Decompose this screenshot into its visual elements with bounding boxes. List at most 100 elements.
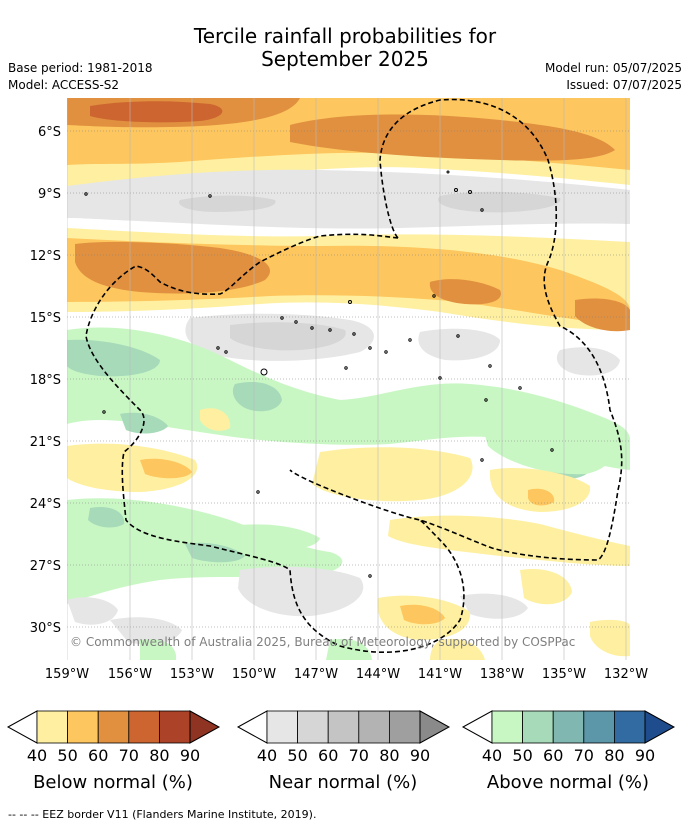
colorbar-segment bbox=[358, 710, 390, 744]
near-normal-area bbox=[179, 195, 276, 212]
below-normal-area bbox=[388, 515, 630, 566]
map-gridlines bbox=[67, 130, 630, 628]
map-panel: © Commonwealth of Australia 2025, Bureau… bbox=[67, 98, 630, 660]
lat-label: 27°S bbox=[30, 559, 61, 574]
latitude-labels: 6°S 9°S 12°S 15°S 18°S 21°S 24°S 27°S 30… bbox=[30, 125, 61, 636]
colorbar-tick: 80 bbox=[604, 746, 624, 765]
colorbar-min-triangle bbox=[461, 710, 493, 744]
below-normal-area bbox=[575, 298, 630, 332]
copyright-text: © Commonwealth of Australia 2025, Bureau… bbox=[70, 635, 575, 649]
colorbar-tick: 50 bbox=[512, 746, 532, 765]
colorbar-title: Near normal (%) bbox=[269, 772, 418, 793]
colorbar-segment bbox=[388, 710, 421, 744]
above-normal-colorbar: 40 50 60 70 80 90 Above normal (%) bbox=[461, 710, 676, 793]
colorbar-segment bbox=[36, 710, 69, 744]
colorbar-segment bbox=[128, 710, 160, 744]
colorbar-tick: 90 bbox=[635, 746, 655, 765]
near-normal-area bbox=[460, 593, 528, 619]
colorbar-max-triangle bbox=[644, 710, 676, 744]
colorbar-segment bbox=[491, 710, 524, 744]
colorbar-tick: 40 bbox=[257, 746, 277, 765]
colorbar-tick: 70 bbox=[349, 746, 369, 765]
lat-label: 30°S bbox=[30, 621, 61, 636]
lat-label: 21°S bbox=[30, 435, 61, 450]
above-normal-area bbox=[140, 638, 177, 660]
colorbar-max-triangle bbox=[419, 710, 451, 744]
above-normal-area bbox=[232, 381, 282, 412]
lon-label: 150°W bbox=[232, 667, 276, 682]
lat-label: 15°S bbox=[30, 311, 61, 326]
map-title-line2: September 2025 bbox=[261, 47, 429, 71]
colorbar-segment bbox=[266, 710, 299, 744]
colorbar-min-triangle bbox=[6, 710, 38, 744]
below-normal-area bbox=[140, 458, 192, 479]
above-normal-area bbox=[480, 416, 614, 475]
colorbar-tick: 70 bbox=[574, 746, 594, 765]
colorbar-tick: 60 bbox=[88, 746, 108, 765]
below-normal-area bbox=[520, 568, 572, 605]
below-normal-area bbox=[67, 443, 198, 492]
near-normal-area bbox=[556, 347, 620, 376]
colorbar-tick: 80 bbox=[149, 746, 169, 765]
lat-label: 6°S bbox=[38, 125, 61, 140]
near-normal-area bbox=[418, 328, 500, 361]
colorbar-segment bbox=[327, 710, 360, 744]
near-normal-colorbar: 40 50 60 70 80 90 Near normal (%) bbox=[236, 710, 451, 793]
eez-border bbox=[85, 98, 623, 653]
colorbar-max-triangle bbox=[189, 710, 221, 744]
lon-label: 144°W bbox=[356, 667, 400, 682]
below-normal-area bbox=[200, 408, 231, 431]
lat-label: 18°S bbox=[30, 373, 61, 388]
lon-label: 132°W bbox=[604, 667, 648, 682]
colorbar-tick: 60 bbox=[543, 746, 563, 765]
below-normal-area bbox=[400, 604, 445, 625]
lon-label: 156°W bbox=[108, 667, 152, 682]
colorbar-segment bbox=[522, 710, 554, 744]
below-normal-area bbox=[312, 447, 473, 502]
map-title-line1: Tercile rainfall probabilities for bbox=[193, 24, 497, 48]
near-normal-area bbox=[67, 597, 118, 625]
lon-label: 153°W bbox=[170, 667, 214, 682]
colorbar-tick: 70 bbox=[119, 746, 139, 765]
below-normal-area bbox=[290, 114, 615, 161]
model-text: Model: ACCESS-S2 bbox=[8, 78, 120, 92]
below-normal-area bbox=[90, 101, 223, 123]
islands bbox=[84, 170, 554, 578]
below-normal-area bbox=[528, 488, 555, 506]
issued-text: Issued: 07/07/2025 bbox=[566, 78, 682, 92]
above-normal-area bbox=[185, 542, 245, 563]
colorbar-tick: 50 bbox=[57, 746, 77, 765]
colorbar-tick: 90 bbox=[180, 746, 200, 765]
near-normal-area bbox=[67, 169, 630, 229]
below-normal-area bbox=[429, 279, 501, 305]
lat-label: 24°S bbox=[30, 497, 61, 512]
colorbar-tick: 40 bbox=[27, 746, 47, 765]
colorbar-min-triangle bbox=[236, 710, 268, 744]
colorbar-segment bbox=[158, 710, 191, 744]
above-normal-area bbox=[220, 524, 320, 550]
colorbar-tick: 80 bbox=[379, 746, 399, 765]
colorbar-tick: 60 bbox=[318, 746, 338, 765]
lat-label: 12°S bbox=[30, 249, 61, 264]
colorbar-title: Above normal (%) bbox=[487, 772, 649, 793]
below-normal-area bbox=[75, 241, 270, 294]
near-normal-area bbox=[110, 617, 182, 645]
above-normal-area bbox=[88, 506, 125, 528]
colorbar-tick: 90 bbox=[410, 746, 430, 765]
above-normal-area bbox=[326, 638, 372, 660]
colorbar-segment bbox=[297, 710, 329, 744]
lon-label: 138°W bbox=[480, 667, 524, 682]
colorbar-segment bbox=[583, 710, 615, 744]
colorbar-segment bbox=[552, 710, 585, 744]
colorbar-title: Below normal (%) bbox=[33, 772, 193, 793]
lon-label: 147°W bbox=[294, 667, 338, 682]
near-normal-area bbox=[438, 191, 561, 213]
eez-border-legend: -- -- -- EEZ border V11 (Flanders Marine… bbox=[8, 808, 317, 821]
colorbar-segment bbox=[97, 710, 130, 744]
colorbar-tick: 50 bbox=[287, 746, 307, 765]
map-meridians bbox=[67, 98, 627, 660]
longitude-labels: 159°W 156°W 153°W 150°W 147°W 144°W 141°… bbox=[45, 667, 648, 682]
lon-label: 141°W bbox=[418, 667, 462, 682]
colorbar-segment bbox=[614, 710, 646, 744]
